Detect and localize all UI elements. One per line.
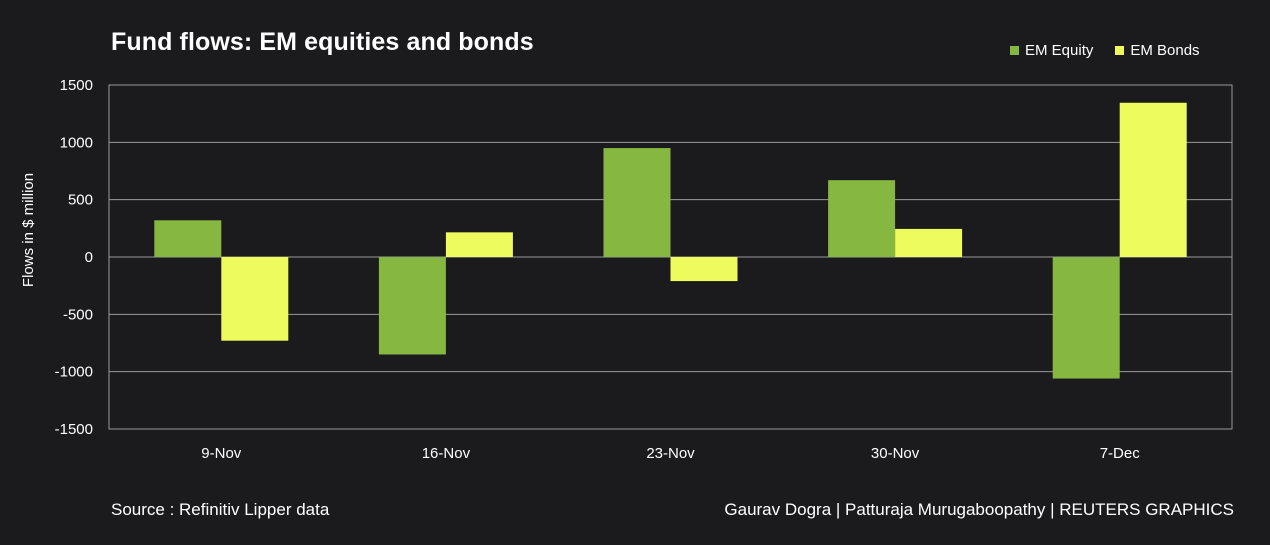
y-tick-label: 500: [68, 192, 93, 209]
y-tick-label: -1500: [55, 421, 93, 438]
y-tick-label: 0: [85, 249, 93, 266]
y-tick-label: 1000: [60, 134, 93, 151]
x-tick-label: 23-Nov: [646, 445, 695, 462]
axis-layer: 1500 1000 500 0 -500 -1000 -1500 9-Nov 16-Nov 23-…: [55, 77, 1141, 462]
bar-bonds-30-Nov: [895, 228, 963, 257]
y-axis-label: Flows in $ million: [20, 173, 37, 287]
credit-line: Gaurav Dogra | Patturaja Murugaboopathy …: [724, 500, 1234, 519]
bar-equity-7-Dec: [1052, 257, 1120, 379]
y-tick-label: -500: [63, 306, 93, 323]
y-tick-label: -1000: [55, 364, 93, 381]
x-tick-label: 30-Nov: [871, 445, 920, 462]
legend-swatch-bonds: [1115, 46, 1125, 55]
bar-bonds-23-Nov: [670, 257, 738, 282]
legend-swatch-equity: [1010, 46, 1019, 55]
x-tick-label: 7-Dec: [1100, 445, 1141, 462]
bar-equity-30-Nov: [828, 180, 896, 257]
legend-label-equity: EM Equity: [1025, 42, 1094, 59]
legend: EM Equity EM Bonds: [1010, 42, 1200, 59]
bar-equity-9-Nov: [154, 220, 222, 257]
bar-bonds-16-Nov: [445, 232, 513, 257]
bar-equity-23-Nov: [603, 148, 671, 257]
bar-equity-16-Nov: [378, 257, 446, 355]
x-tick-label: 16-Nov: [422, 445, 471, 462]
y-tick-label: 1500: [60, 77, 93, 94]
legend-item-bonds: EM Bonds: [1115, 42, 1200, 59]
chart-title: Fund flows: EM equities and bonds: [111, 28, 534, 56]
bar-bonds-9-Nov: [221, 257, 289, 341]
legend-item-equity: EM Equity: [1010, 42, 1093, 59]
x-tick-label: 9-Nov: [201, 445, 242, 462]
legend-label-bonds: EM Bonds: [1130, 42, 1200, 59]
source-note: Source : Refinitiv Lipper data: [111, 500, 330, 519]
bar-layer: [154, 102, 1187, 379]
bar-bonds-7-Dec: [1119, 102, 1187, 257]
grid-layer: [108, 84, 1233, 430]
